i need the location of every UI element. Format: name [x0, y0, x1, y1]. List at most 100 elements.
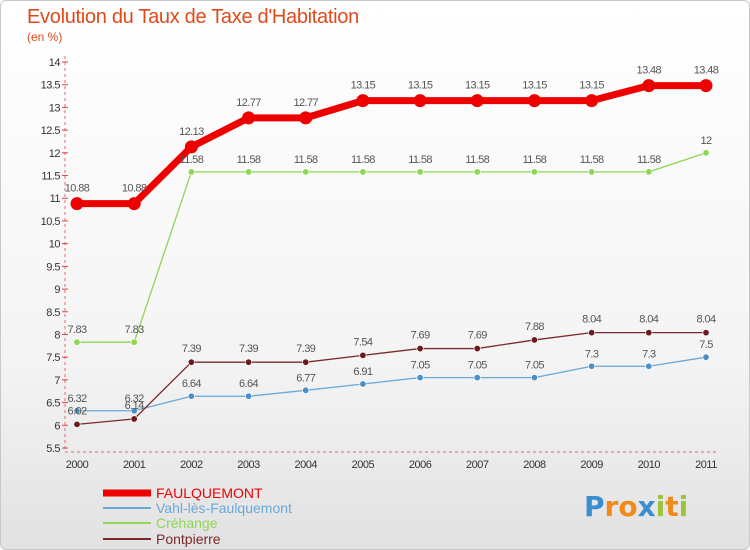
series-line: [76, 152, 707, 343]
data-label: 7.69: [411, 330, 430, 342]
data-label: 13.15: [351, 80, 376, 92]
data-label: 11.58: [351, 154, 375, 166]
data-point: [642, 79, 656, 93]
y-tick-label: 6.5: [46, 398, 60, 410]
data-point: [413, 94, 427, 108]
data-label: 7.05: [468, 360, 487, 372]
data-point: [302, 358, 310, 366]
x-tick-label: 2003: [237, 459, 260, 471]
data-label: 6.64: [239, 378, 258, 390]
data-label: 12.13: [179, 126, 204, 138]
data-point: [699, 79, 713, 93]
y-tick-label: 9: [54, 284, 60, 296]
data-point: [245, 392, 253, 400]
data-label: 6.32: [67, 393, 86, 405]
data-point: [302, 168, 310, 176]
data-label: 11.58: [294, 154, 318, 166]
data-point: [416, 345, 424, 353]
data-point: [473, 168, 481, 176]
data-label: 7.05: [411, 360, 430, 372]
data-point: [588, 329, 596, 337]
data-point: [645, 329, 653, 337]
data-label: 8.04: [582, 314, 601, 326]
series-line: [76, 332, 707, 426]
data-point: [302, 386, 310, 394]
y-tick-label: 14: [49, 57, 61, 69]
legend-label: Vahl-lès-Faulquemont: [156, 500, 292, 516]
data-point: [73, 420, 81, 428]
data-point: [187, 168, 195, 176]
x-tick-label: 2002: [180, 459, 203, 471]
y-tick-label: 8: [54, 329, 60, 341]
data-point: [130, 415, 138, 423]
y-tick-label: 9.5: [46, 261, 60, 273]
legend-label: Pontpierre: [156, 531, 221, 547]
data-label: 7.88: [525, 321, 544, 333]
data-label: 6.77: [296, 372, 315, 384]
data-point: [184, 140, 198, 154]
data-point: [187, 358, 195, 366]
x-tick-label: 2006: [409, 459, 432, 471]
data-point: [702, 353, 710, 361]
data-point: [470, 94, 484, 108]
data-label: 7.39: [296, 343, 315, 355]
data-label: 11.58: [637, 154, 661, 166]
y-tick-label: 10: [49, 239, 61, 251]
data-label: 13.48: [694, 65, 719, 77]
data-label: 11.58: [580, 154, 604, 166]
data-point: [359, 168, 367, 176]
data-point: [73, 338, 81, 346]
x-tick-label: 2000: [66, 459, 89, 471]
data-point: [245, 358, 253, 366]
data-label: 8.04: [639, 314, 658, 326]
data-label: 8.04: [696, 314, 715, 326]
data-label: 13.15: [522, 80, 547, 92]
data-point: [530, 374, 538, 382]
data-point: [130, 338, 138, 346]
data-point: [530, 336, 538, 344]
data-point: [187, 392, 195, 400]
x-tick-label: 2011: [695, 459, 717, 471]
y-tick-label: 6: [54, 420, 60, 432]
series-line: [76, 356, 707, 412]
x-tick-label: 2005: [352, 459, 375, 471]
data-label: 13.48: [637, 65, 662, 77]
data-point: [416, 168, 424, 176]
data-label: 6.91: [353, 366, 372, 378]
y-tick-label: 8.5: [46, 307, 60, 319]
data-point: [473, 374, 481, 382]
data-label: 13.15: [465, 80, 490, 92]
y-tick-label: 13: [49, 102, 61, 114]
data-point: [73, 407, 81, 415]
data-label: 11.58: [523, 154, 547, 166]
data-point: [70, 197, 84, 211]
data-label: 11.58: [408, 154, 432, 166]
data-label: 11.58: [465, 154, 489, 166]
data-label: 12.77: [293, 97, 318, 109]
y-tick-label: 10.5: [41, 216, 61, 228]
chart-title: Evolution du Taux de Taxe d'Habitation: [27, 6, 359, 28]
data-label: 7.5: [699, 339, 713, 351]
data-point: [585, 94, 599, 108]
x-tick-label: 2004: [294, 459, 317, 471]
data-label: 13.15: [579, 80, 604, 92]
data-point: [473, 345, 481, 353]
x-tick-label: 2010: [638, 459, 661, 471]
y-tick-label: 5.5: [46, 443, 60, 455]
data-label: 6.14: [125, 400, 144, 412]
data-label: 7.39: [182, 343, 201, 355]
data-label: 7.39: [239, 343, 258, 355]
data-label: 7.3: [642, 348, 656, 360]
data-point: [359, 351, 367, 359]
data-label: 11.58: [237, 154, 261, 166]
series-line: [73, 82, 710, 208]
data-label: 11.58: [180, 154, 204, 166]
x-tick-label: 2008: [523, 459, 546, 471]
y-tick-label: 12: [49, 148, 61, 160]
data-label: 13.15: [408, 80, 433, 92]
data-point: [130, 407, 138, 415]
data-point: [702, 149, 710, 157]
y-tick-label: 13.5: [41, 80, 61, 92]
